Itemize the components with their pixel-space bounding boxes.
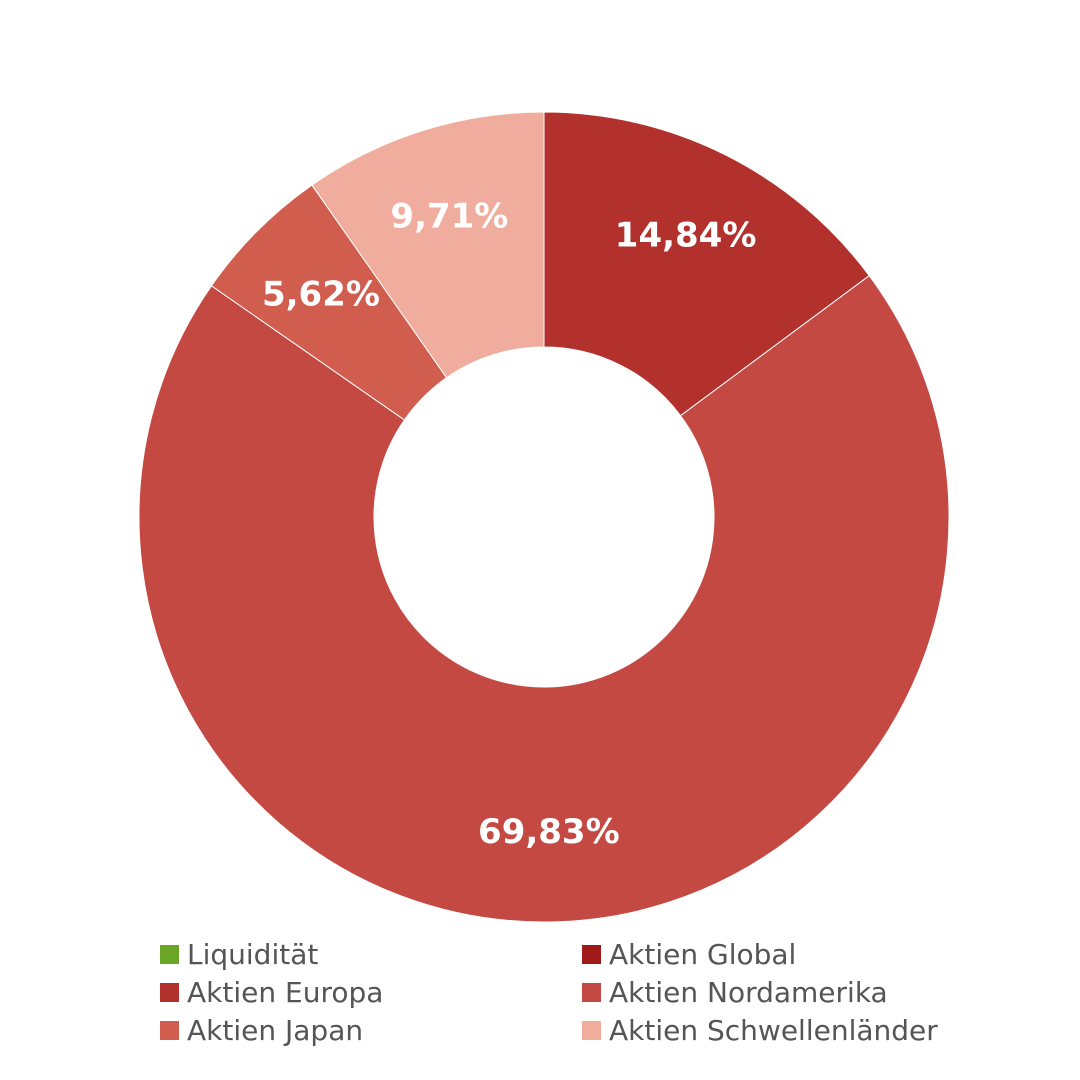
legend-item-aktien-japan[interactable]: Aktien Japan: [160, 1014, 582, 1047]
legend-swatch: [160, 945, 179, 964]
legend-label: Aktien Schwellenländer: [609, 1014, 938, 1047]
legend-swatch: [582, 1021, 601, 1040]
slice-value-label: 14,84%: [615, 216, 757, 256]
legend-label: Aktien Japan: [187, 1014, 364, 1047]
legend-item-aktien-global[interactable]: Aktien Global: [582, 938, 960, 971]
donut-slice-2[interactable]: [543, 111, 870, 417]
legend-swatch: [582, 945, 601, 964]
legend-label: Aktien Europa: [187, 976, 384, 1009]
slice-value-label: 9,71%: [390, 197, 508, 237]
legend-label: Aktien Nordamerika: [609, 976, 888, 1009]
legend-label: Aktien Global: [609, 938, 797, 971]
legend-label: Liquidität: [187, 938, 319, 971]
legend-item-aktien-nordamerika[interactable]: Aktien Nordamerika: [582, 976, 960, 1009]
donut-labels: 14,84% 69,83% 5,62%9,71%: [262, 197, 756, 852]
legend-item-liquiditaet[interactable]: Liquidität: [160, 938, 582, 971]
legend-item-aktien-schwellenlaender[interactable]: Aktien Schwellenländer: [582, 1014, 960, 1047]
chart-legend: Liquidität Aktien Global Aktien Europa A…: [160, 938, 960, 1047]
donut-chart: 14,84% 69,83% 5,62%9,71%: [138, 111, 950, 923]
legend-swatch: [160, 1021, 179, 1040]
donut-slices: [138, 111, 950, 923]
legend-swatch: [160, 983, 179, 1002]
donut-slice-5[interactable]: [311, 111, 545, 379]
donut-slice-3[interactable]: [138, 274, 950, 923]
slice-value-label: 5,62%: [262, 275, 380, 315]
legend-item-aktien-europa[interactable]: Aktien Europa: [160, 976, 582, 1009]
slice-value-label: 69,83%: [478, 812, 620, 852]
legend-swatch: [582, 983, 601, 1002]
